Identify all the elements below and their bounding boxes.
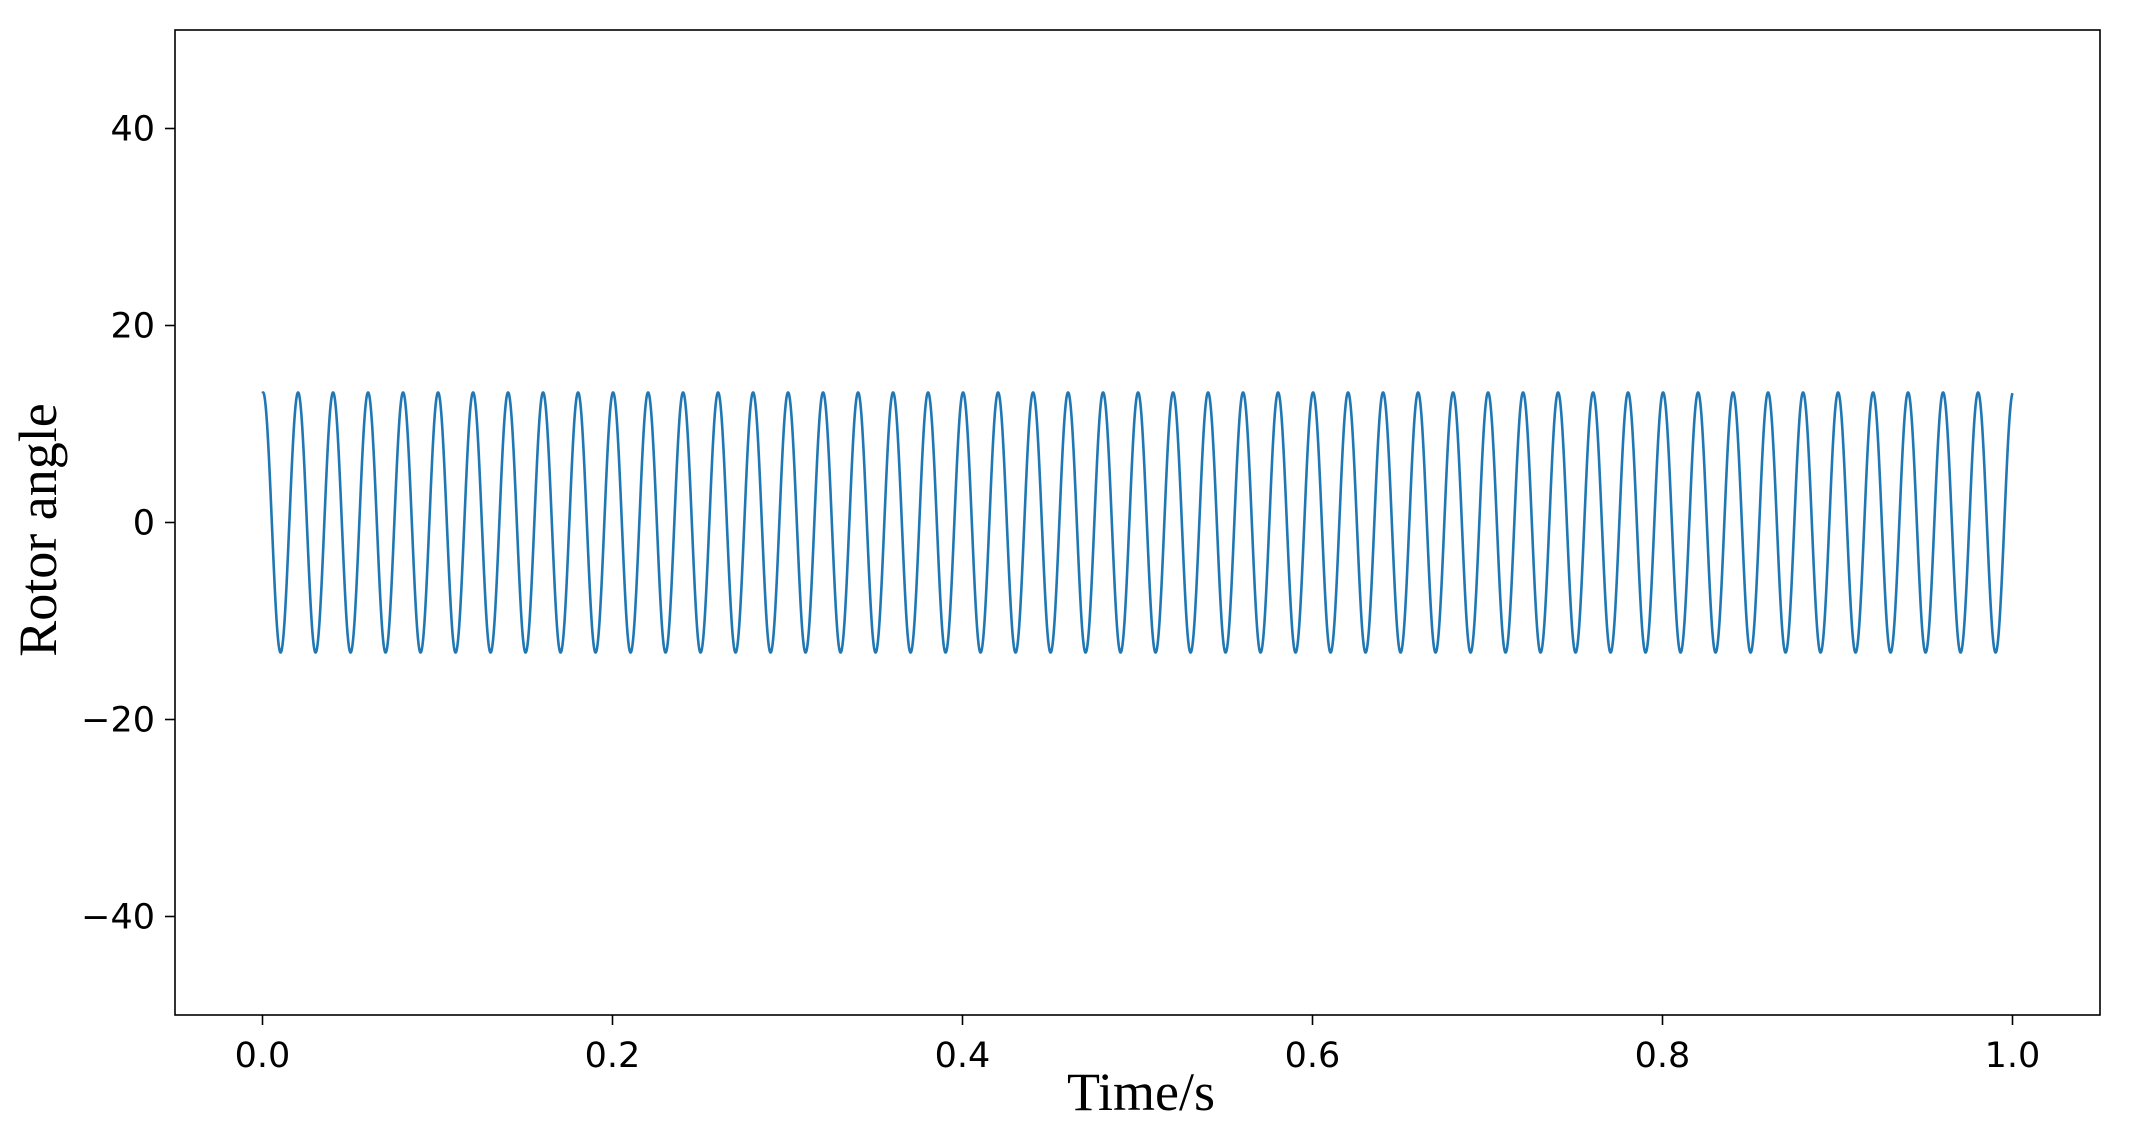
y-tick-label: 20 — [110, 307, 155, 347]
plot-area — [261, 391, 2014, 654]
x-tick-label: 0.8 — [1635, 1036, 1691, 1076]
y-tick-label: 0 — [133, 504, 155, 544]
y-axis-title: Rotor angle — [8, 403, 68, 656]
x-tick-label: 0.4 — [935, 1036, 991, 1076]
x-tick-label: 0.0 — [235, 1036, 291, 1076]
series-line-0 — [261, 391, 2014, 654]
x-tick-label: 0.2 — [585, 1036, 641, 1076]
x-axis-title: Time/s — [1067, 1062, 1215, 1122]
x-tick-label: 0.6 — [1285, 1036, 1341, 1076]
y-tick-label: −40 — [81, 898, 155, 938]
y-tick-label: 40 — [110, 110, 155, 150]
x-tick-label: 1.0 — [1985, 1036, 2041, 1076]
y-tick-label: −20 — [81, 701, 155, 741]
axes: 0.0 0.2 0.4 0.6 0.8 1.0 40 20 0 −20 −40 — [81, 29, 2101, 1076]
